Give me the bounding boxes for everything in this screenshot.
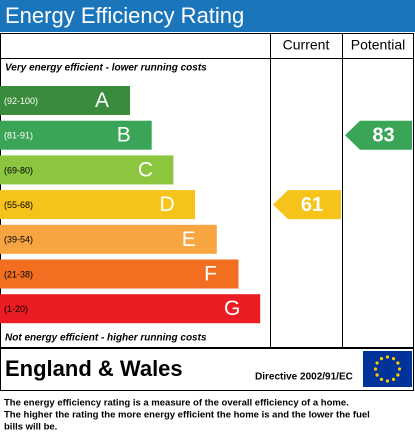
column-header: Current	[283, 37, 330, 53]
band-letter: D	[160, 193, 175, 216]
description: bills will be.	[4, 422, 57, 433]
band-letter: F	[204, 263, 217, 286]
title: Energy Efficiency Rating	[5, 3, 244, 28]
rating-value: 61	[301, 194, 323, 216]
description: The higher the rating the more energy ef…	[4, 410, 370, 421]
band-range: (39-54)	[4, 235, 33, 245]
band	[0, 190, 196, 220]
description: The energy efficiency rating is a measur…	[4, 398, 349, 409]
band-range: (1-20)	[4, 304, 28, 314]
band-letter: E	[182, 228, 196, 251]
title-bar	[0, 0, 415, 32]
footer-box	[0, 348, 414, 391]
rating-value: 83	[372, 124, 394, 146]
directive: Directive 2002/91/EC	[255, 372, 353, 383]
band-range: (55-68)	[4, 200, 33, 210]
band	[0, 259, 239, 289]
band	[0, 86, 130, 115]
column-header: Potential	[351, 37, 405, 53]
band-letter: C	[138, 158, 153, 181]
band-range: (21-38)	[4, 269, 33, 279]
band	[0, 155, 174, 185]
band-range: (69-80)	[4, 165, 33, 175]
band	[0, 120, 152, 150]
band	[0, 224, 217, 254]
band-range: (92-100)	[4, 96, 38, 106]
rating-arrow	[345, 120, 412, 150]
eu-flag	[363, 351, 412, 387]
rating-arrow	[273, 190, 341, 220]
band-letter: G	[224, 297, 240, 320]
band-letter: B	[117, 124, 131, 147]
band-letter: A	[95, 89, 109, 112]
band-range: (81-91)	[4, 131, 33, 141]
region: England & Wales	[5, 356, 183, 381]
top-note: Very energy efficient - lower running co…	[5, 63, 207, 74]
bottom-note: Not energy efficient - higher running co…	[5, 333, 207, 344]
band	[0, 294, 261, 324]
